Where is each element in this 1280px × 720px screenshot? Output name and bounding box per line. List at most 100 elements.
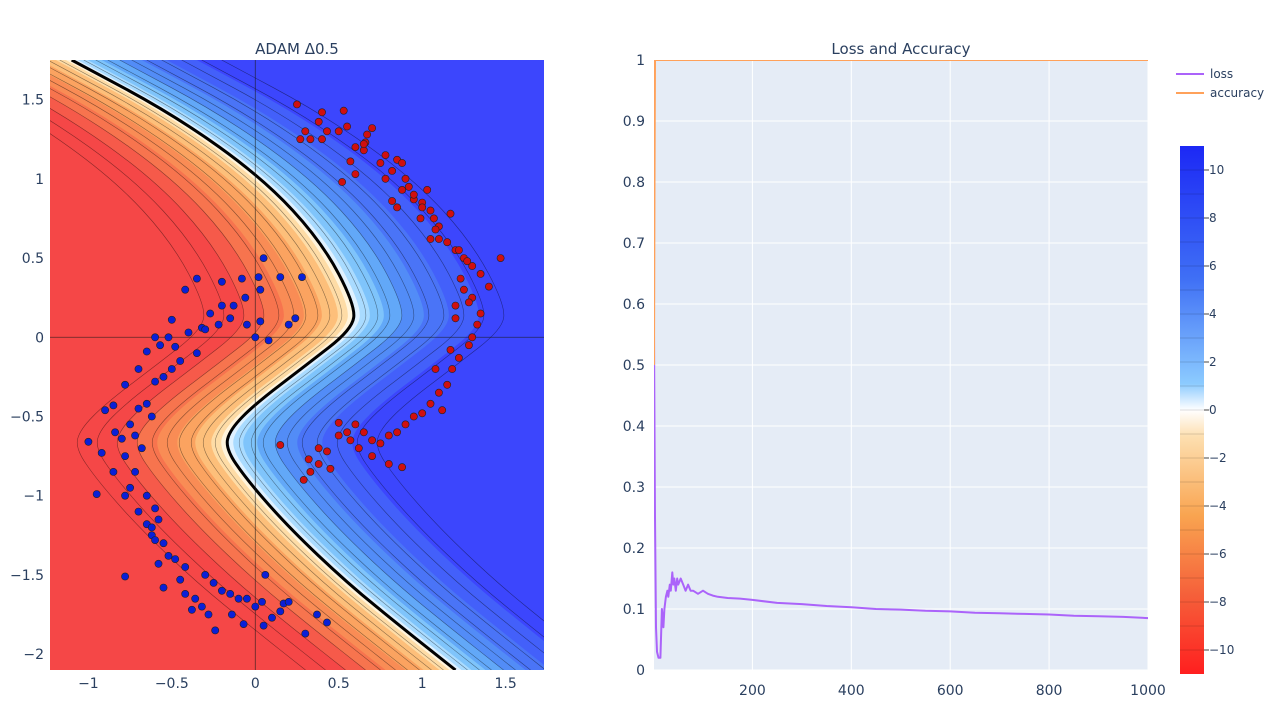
colorbar-gradient: [1180, 146, 1204, 674]
scatter-point: [376, 439, 385, 448]
right-x-tick-label: 800: [1036, 683, 1063, 699]
scatter-point: [416, 214, 425, 223]
scatter-point: [401, 420, 410, 429]
scatter-point: [121, 380, 129, 389]
colorbar-tick-label: 4: [1209, 307, 1217, 321]
scatter-point: [351, 170, 360, 178]
loss-accuracy-panel: Loss and Accuracy 200 400 600 800 1000 00.10…: [623, 40, 1166, 699]
scatter-point: [409, 190, 418, 199]
left-y-tick-label: −1: [23, 489, 44, 505]
scatter-point: [259, 254, 268, 262]
scatter-point: [463, 257, 472, 266]
contour-line: [50, 108, 346, 670]
scatter-point: [306, 135, 315, 144]
scatter-point: [142, 347, 151, 356]
right-y-tick-label: 0.2: [623, 541, 645, 557]
scatter-point: [251, 333, 260, 342]
scatter-point: [299, 475, 308, 484]
scatter-point: [293, 100, 301, 109]
scatter-point: [254, 273, 263, 281]
scatter-point: [326, 464, 335, 473]
left-y-ticks: −2 −1.5 −1 −0.5 0 0.5 1 1.5: [10, 93, 44, 664]
decision-boundary: [70, 60, 457, 670]
colorbar-ticks: 10 8 6 4 2 0 −2 −4 −6 −8 −10: [1180, 163, 1234, 657]
scatter-point: [241, 293, 250, 302]
scatter-point: [448, 365, 457, 373]
scatter-point: [334, 127, 343, 136]
scatter-point: [164, 333, 173, 342]
scatter-point: [304, 455, 313, 464]
legend-item-accuracy[interactable]: accuracy: [1176, 86, 1264, 100]
scatter-point: [468, 333, 477, 342]
scatter-point: [291, 314, 300, 323]
scatter-point: [346, 157, 355, 166]
legend-label: accuracy: [1210, 86, 1264, 100]
scatter-point: [259, 621, 268, 630]
scatter-point: [351, 143, 360, 151]
contour-line: [50, 67, 420, 670]
contour-line: [181, 60, 544, 654]
scatter-point: [318, 108, 326, 117]
scatter-point: [418, 409, 427, 418]
scatter-point: [443, 380, 452, 389]
scatter-point: [192, 349, 201, 357]
right-x-tick-label: 600: [937, 683, 964, 699]
scatter-point: [151, 504, 159, 513]
scatter-point: [296, 135, 305, 144]
scatter-point: [151, 377, 159, 386]
scatter-point: [134, 365, 143, 373]
scatter-point: [368, 124, 376, 133]
scatter-point: [214, 320, 223, 329]
scatter-point: [154, 559, 163, 568]
right-y-tick-label: 0.8: [623, 175, 645, 191]
colorbar-tick-label: −4: [1209, 499, 1227, 513]
right-y-tick-label: 0.9: [623, 114, 645, 130]
scatter-point: [429, 214, 438, 223]
scatter-point: [217, 277, 226, 286]
scatter-point: [381, 151, 390, 159]
scatter-point: [97, 448, 106, 457]
scatter-point: [301, 629, 310, 638]
scatter-point: [167, 315, 176, 324]
scatter-point: [264, 336, 273, 345]
scatter-point: [284, 320, 293, 329]
scatter-point: [284, 598, 293, 606]
scatter-point: [151, 536, 159, 544]
scatter-point: [159, 372, 168, 381]
legend[interactable]: loss accuracy: [1176, 67, 1264, 100]
legend-item-loss[interactable]: loss: [1176, 67, 1233, 81]
scatter-point: [451, 314, 460, 323]
left-y-tick-label: −2: [23, 647, 44, 663]
contour-line: [50, 88, 381, 670]
scatter-point: [313, 610, 321, 619]
scatter-point: [454, 246, 463, 254]
scatter-point: [261, 571, 270, 579]
scatter-point: [456, 274, 465, 283]
scatter-point: [217, 586, 226, 595]
scatter-point: [434, 235, 443, 243]
contour-band: [196, 60, 544, 642]
contour-line: [50, 60, 432, 670]
scatter-point: [187, 605, 196, 614]
scatter-point: [381, 174, 390, 183]
scatter-point: [111, 428, 119, 437]
right-y-tick-label: 0: [636, 663, 645, 679]
scatter-point: [167, 365, 176, 373]
scatter-point: [156, 341, 164, 350]
contour-line: [50, 73, 408, 670]
scatter-point: [473, 320, 482, 329]
colorbar-tick-label: 10: [1209, 163, 1224, 177]
scatter-point: [234, 594, 243, 603]
colorbar-tick-label: −10: [1209, 643, 1234, 657]
scatter-point: [217, 301, 226, 310]
scatter-point: [434, 388, 443, 397]
contour-line: [50, 133, 306, 670]
scatter-point: [237, 274, 246, 283]
scatter-point: [229, 301, 238, 310]
scatter-point: [388, 197, 396, 205]
scatter-point: [323, 127, 331, 136]
left-y-tick-label: 1: [35, 172, 44, 188]
scatter-point: [258, 598, 266, 606]
scatter-point: [164, 552, 173, 560]
scatter-point: [423, 185, 432, 194]
